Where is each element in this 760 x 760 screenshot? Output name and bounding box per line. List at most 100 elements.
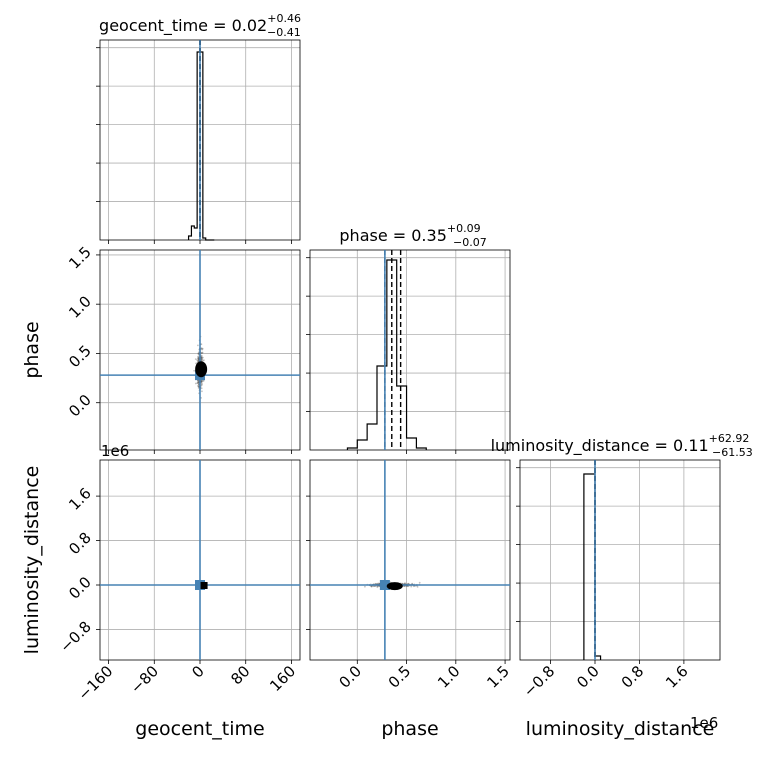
sample-point xyxy=(370,585,373,588)
sample-point xyxy=(197,355,199,358)
xlabel-geocent-time: geocent_time xyxy=(135,718,264,740)
sample-point xyxy=(202,379,205,382)
sample-point xyxy=(197,387,200,389)
ytick-label-luminosity_distance: 0.8 xyxy=(65,529,95,559)
title-phase: phase = 0.35+0.09 xyxy=(339,222,480,245)
panel-frame xyxy=(519,459,721,661)
hist-step-luminosity_distance xyxy=(583,473,602,660)
sample-point xyxy=(197,357,199,359)
sample-point xyxy=(201,348,204,351)
panel-phase-vs-geocent-time xyxy=(96,249,301,454)
xtick-label-luminosity_distance: 1.6 xyxy=(662,662,692,692)
truth-marker xyxy=(195,580,205,590)
xtick-label-luminosity_distance: 0.0 xyxy=(573,662,603,692)
panel-frame xyxy=(309,249,511,451)
sample-point xyxy=(411,582,413,585)
sample-point xyxy=(200,356,203,359)
ytick-label-phase: 0.0 xyxy=(65,391,95,421)
ytick-label-phase: 1.5 xyxy=(65,243,95,273)
xtick-label-geocent_time: 0 xyxy=(188,662,207,681)
title-phase-plus: +0.09 xyxy=(447,222,481,235)
density-core xyxy=(386,582,403,591)
xtick-label-phase: 0.5 xyxy=(385,662,415,692)
sample-point xyxy=(201,351,204,354)
sample-point xyxy=(197,357,200,360)
density-core xyxy=(195,361,208,378)
sample-point xyxy=(200,352,203,354)
ytick-label-phase: 0.5 xyxy=(65,342,95,372)
sample-point xyxy=(201,352,204,354)
xtick-label-phase: 1.5 xyxy=(483,662,513,692)
title-geocent-time-minus: −0.41 xyxy=(267,26,301,39)
sample-point xyxy=(200,387,203,390)
sample-point xyxy=(376,586,379,589)
sample-point xyxy=(416,586,419,588)
xtick-label-geocent_time: −80 xyxy=(127,662,162,697)
sample-point xyxy=(201,390,203,393)
sample-point xyxy=(203,359,205,361)
sample-point xyxy=(201,358,203,361)
title-luminosity-distance-plus: +62.92 xyxy=(709,432,750,445)
sample-point xyxy=(197,379,200,382)
title-geocent-time-prefix: geocent_time = xyxy=(99,16,232,36)
sample-point xyxy=(201,381,203,383)
sample-point xyxy=(194,382,197,385)
title-phase-prefix: phase = xyxy=(339,226,411,245)
sample-point xyxy=(405,585,407,588)
sample-point xyxy=(200,382,203,385)
panel-frame xyxy=(309,459,511,661)
sample-point xyxy=(197,344,199,347)
xtick-label-geocent_time: −160 xyxy=(75,662,117,704)
sample-point xyxy=(195,362,197,365)
panel-luminosity-distance-vs-geocent-time xyxy=(96,459,301,664)
density-core xyxy=(200,582,208,589)
ytick-label-luminosity_distance: 0.0 xyxy=(65,573,95,603)
sample-point xyxy=(197,382,200,384)
sample-point xyxy=(200,357,203,360)
ytick-label-phase: 1.0 xyxy=(65,292,95,322)
ytick-label-luminosity_distance: 1.6 xyxy=(65,484,95,514)
title-luminosity-distance-prefix: luminosity_distance = xyxy=(491,436,673,456)
sample-point xyxy=(201,359,204,362)
sample-point xyxy=(196,359,199,361)
sample-point xyxy=(197,381,200,383)
sample-point xyxy=(197,353,200,355)
panel-geocent-time-histogram xyxy=(96,39,301,244)
xlabel-phase: phase xyxy=(381,718,438,740)
sample-point xyxy=(404,582,406,585)
xtick-label-geocent_time: 160 xyxy=(266,662,299,695)
title-geocent-time: geocent_time = 0.02+0.46 xyxy=(99,12,301,36)
sample-point xyxy=(193,369,196,372)
sample-point xyxy=(201,357,203,360)
hist-step-phase xyxy=(346,259,427,450)
sample-point xyxy=(401,582,403,585)
sample-point xyxy=(201,380,204,382)
sample-point xyxy=(200,358,203,361)
sample-point xyxy=(377,582,380,585)
title-luminosity-distance: luminosity_distance = 0.11+62.92 xyxy=(491,432,750,456)
sample-point xyxy=(196,382,199,384)
title-luminosity-distance-median: 0.11 xyxy=(673,436,709,455)
sample-point xyxy=(376,582,379,585)
sample-point xyxy=(197,381,200,384)
sample-point xyxy=(200,347,203,350)
xtick-label-geocent_time: 80 xyxy=(227,662,253,688)
sample-point xyxy=(364,585,366,588)
sample-point xyxy=(197,384,200,387)
sample-point xyxy=(201,358,203,361)
sample-point xyxy=(197,385,200,388)
sample-point xyxy=(197,359,200,361)
panel-luminosity-distance-histogram xyxy=(516,459,721,664)
sample-point xyxy=(197,380,199,383)
xlabel-luminosity-distance: luminosity_distance xyxy=(526,718,715,740)
sample-point xyxy=(201,383,203,385)
ytick-label-luminosity_distance: −0.8 xyxy=(56,618,94,656)
sample-point xyxy=(197,359,200,361)
sample-point xyxy=(197,352,200,355)
title-phase-median: 0.35 xyxy=(411,226,447,245)
sample-point xyxy=(202,356,204,359)
sample-point xyxy=(403,582,406,585)
xtick-label-phase: 1.0 xyxy=(434,662,464,692)
sample-point xyxy=(197,383,200,386)
sample-point xyxy=(194,358,197,360)
